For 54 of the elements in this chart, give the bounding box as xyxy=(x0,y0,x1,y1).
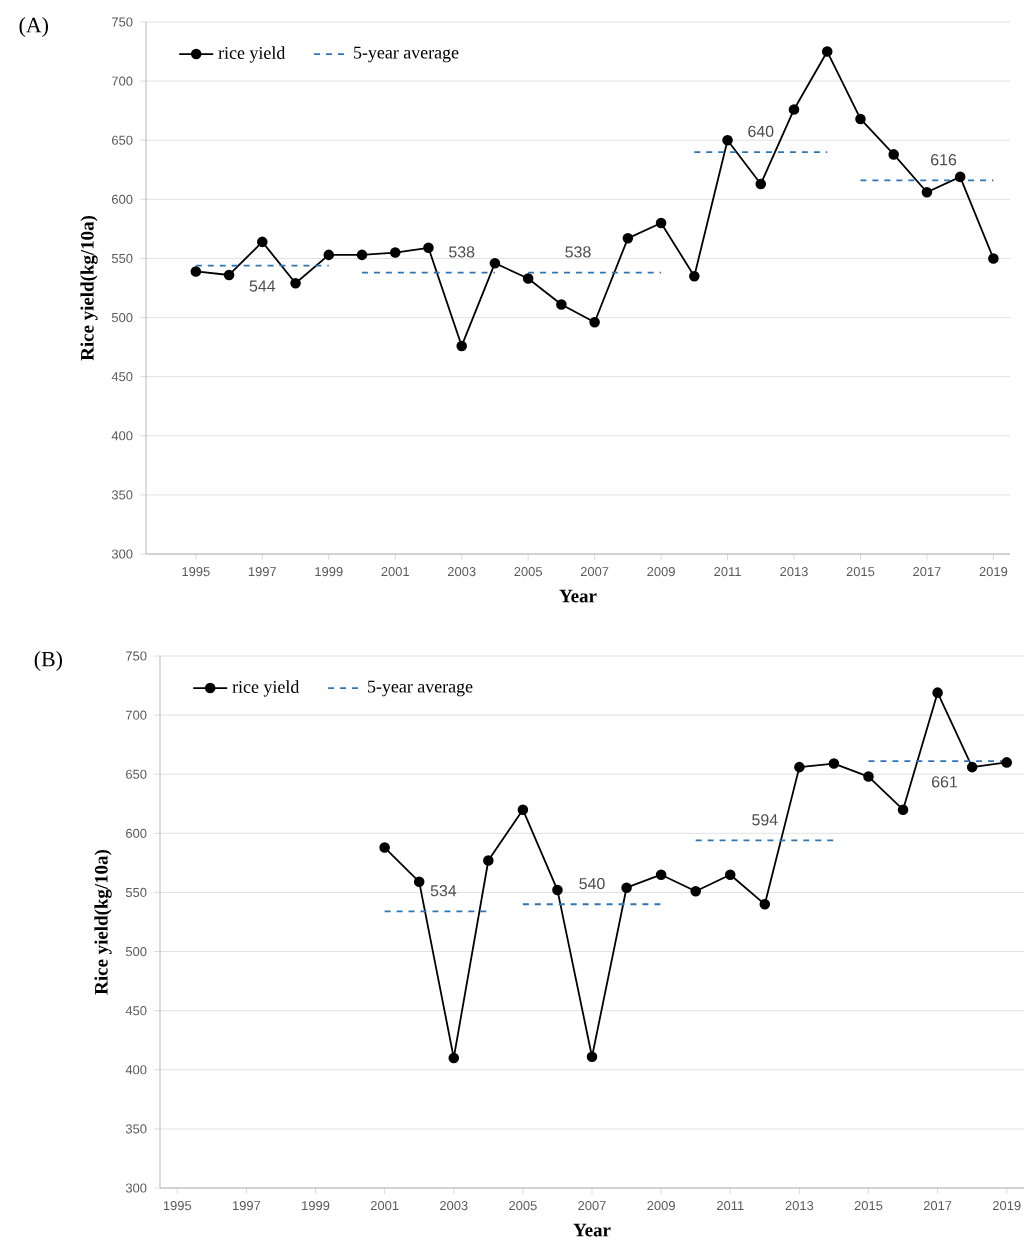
point xyxy=(489,257,501,269)
point xyxy=(722,134,733,146)
y-axis-title: Rice yield(kg/10a) xyxy=(80,216,98,361)
point xyxy=(1001,757,1013,768)
point xyxy=(622,233,634,244)
point xyxy=(552,884,563,896)
point xyxy=(794,761,805,773)
point xyxy=(888,149,899,160)
point xyxy=(323,249,335,261)
point xyxy=(389,247,401,258)
point xyxy=(522,273,534,284)
point xyxy=(517,804,529,815)
point xyxy=(755,178,767,190)
point xyxy=(589,316,600,328)
point xyxy=(655,869,667,880)
x-axis-title: Year xyxy=(559,589,597,603)
point xyxy=(290,277,301,289)
point xyxy=(257,236,268,248)
point xyxy=(655,217,667,229)
point xyxy=(863,771,874,782)
x-axis-title: Year xyxy=(573,1223,611,1237)
point xyxy=(413,876,425,888)
y-axis-title: Rice yield(kg/10a) xyxy=(94,850,112,995)
point xyxy=(690,885,701,897)
point xyxy=(448,1052,460,1064)
point xyxy=(855,113,866,125)
legend-label: 5-year average xyxy=(354,46,459,63)
point xyxy=(483,855,494,866)
point xyxy=(223,269,235,281)
point xyxy=(456,340,467,352)
point xyxy=(724,869,736,880)
point xyxy=(821,46,833,57)
point xyxy=(689,270,700,282)
legend-label: 5-year average xyxy=(368,680,473,697)
point xyxy=(621,882,632,893)
legend-label: rice yield xyxy=(232,680,300,697)
point xyxy=(897,804,909,815)
point xyxy=(954,171,966,183)
point xyxy=(586,1051,598,1063)
point xyxy=(828,758,840,769)
chart-title: (B) xyxy=(34,651,63,671)
point xyxy=(379,842,390,853)
point xyxy=(988,253,999,264)
chart-title: (A) xyxy=(19,17,48,37)
legend-label: rice yield xyxy=(218,46,286,63)
point xyxy=(932,687,943,698)
point xyxy=(966,761,978,773)
point xyxy=(423,242,434,254)
point xyxy=(356,249,368,261)
point xyxy=(788,104,800,115)
point xyxy=(190,266,202,277)
point xyxy=(759,898,771,910)
point xyxy=(556,299,567,310)
point xyxy=(921,186,933,198)
